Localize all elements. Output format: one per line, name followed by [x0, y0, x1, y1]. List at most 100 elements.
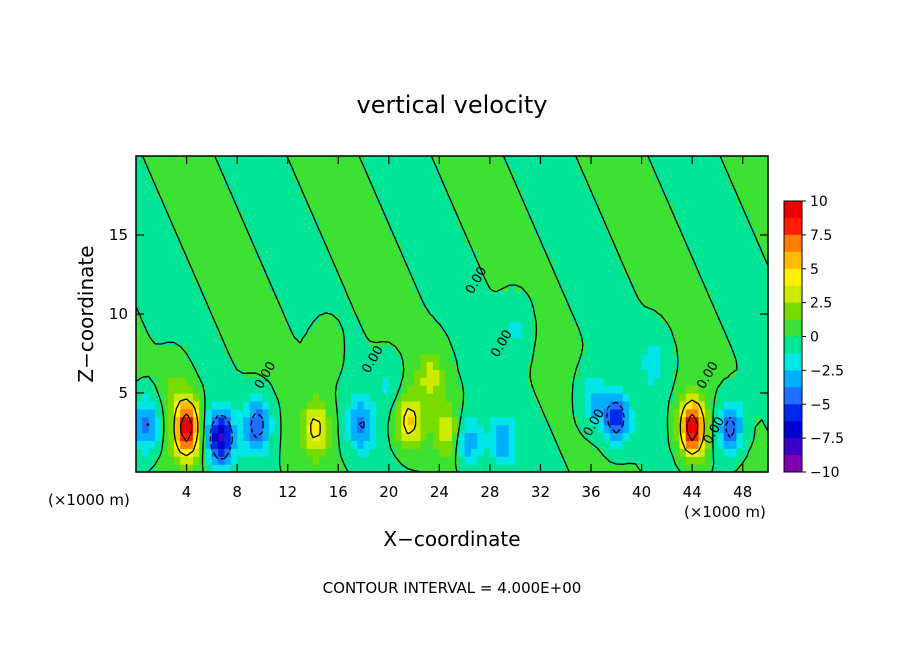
field-cell	[230, 337, 238, 347]
colorbar-label: 10	[810, 194, 828, 210]
field-cell	[331, 464, 339, 473]
field-cell	[338, 219, 346, 228]
field-cell	[306, 274, 314, 283]
field-cell	[584, 329, 592, 339]
field-cell	[698, 353, 706, 362]
field-cell	[527, 456, 535, 465]
field-cell	[445, 187, 453, 197]
field-cell	[243, 393, 251, 402]
field-cell	[489, 345, 497, 355]
field-cell	[553, 464, 561, 473]
field-cell	[489, 448, 497, 457]
field-cell	[300, 211, 308, 220]
field-cell	[717, 385, 725, 394]
field-cell	[666, 235, 674, 244]
field-cell	[673, 195, 681, 204]
field-cell	[470, 377, 478, 386]
field-cell	[692, 290, 700, 299]
field-cell	[464, 163, 472, 173]
field-cell	[154, 416, 162, 426]
field-cell	[369, 298, 377, 307]
field-cell	[616, 219, 624, 228]
field-cell	[711, 156, 719, 165]
field-cell	[470, 337, 478, 347]
field-cell	[161, 306, 169, 315]
field-cell	[736, 227, 744, 236]
field-cell	[249, 464, 257, 473]
field-cell	[540, 329, 548, 339]
field-cell	[464, 337, 472, 347]
field-cell	[249, 187, 257, 197]
field-cell	[199, 385, 207, 394]
field-cell	[268, 171, 276, 181]
field-cell	[268, 258, 276, 268]
field-cell	[249, 385, 257, 394]
field-cell	[256, 187, 263, 197]
field-cell	[508, 393, 516, 402]
field-cell	[388, 171, 396, 181]
field-cell	[401, 266, 409, 276]
field-cell	[161, 345, 169, 355]
field-cell	[597, 156, 605, 165]
field-cell	[755, 258, 763, 268]
field-cell	[685, 298, 693, 307]
field-cell	[312, 424, 320, 434]
field-cell	[338, 377, 346, 386]
field-cell	[237, 187, 245, 197]
field-cell	[249, 211, 257, 220]
field-cell	[382, 282, 390, 291]
field-cell	[717, 235, 725, 244]
field-cell	[730, 416, 737, 426]
field-cell	[673, 440, 681, 449]
field-cell	[331, 345, 339, 355]
field-cell	[319, 321, 327, 331]
colorbar-label: −5	[810, 397, 831, 413]
field-cell	[344, 432, 352, 441]
field-cell	[243, 345, 251, 355]
field-cell	[363, 361, 371, 370]
field-cell	[154, 440, 162, 449]
field-cell	[376, 400, 384, 410]
field-cell	[167, 195, 175, 204]
field-cell	[685, 385, 693, 394]
field-cell	[584, 314, 592, 323]
field-cell	[136, 242, 143, 252]
field-cell	[180, 235, 188, 244]
field-cell	[704, 321, 712, 331]
field-cell	[237, 235, 245, 244]
field-cell	[173, 195, 181, 204]
field-cell	[470, 345, 478, 355]
field-cell	[742, 393, 750, 402]
field-cell	[641, 369, 649, 378]
field-cell	[262, 235, 270, 244]
field-cell	[508, 440, 516, 449]
field-cell	[717, 179, 725, 189]
field-cell	[218, 408, 226, 418]
field-cell	[622, 408, 630, 418]
field-cell	[483, 385, 491, 394]
field-cell	[148, 353, 156, 362]
field-cell	[616, 211, 624, 220]
field-cell	[294, 329, 301, 339]
field-cell	[256, 274, 263, 283]
field-cell	[489, 337, 497, 347]
field-cell	[161, 290, 169, 299]
field-cell	[704, 258, 712, 268]
field-cell	[647, 211, 655, 220]
field-cell	[483, 171, 491, 181]
colorbar-segment	[784, 217, 802, 236]
field-cell	[344, 298, 352, 307]
field-cell	[711, 211, 719, 220]
field-cell	[237, 432, 245, 441]
field-cell	[173, 282, 181, 291]
field-cell	[641, 456, 649, 465]
field-cell	[736, 290, 744, 299]
field-cell	[136, 337, 143, 347]
field-cell	[660, 211, 668, 220]
field-cell	[673, 416, 681, 426]
field-cell	[294, 408, 301, 418]
field-cell	[515, 235, 523, 244]
field-cell	[224, 227, 232, 236]
field-cell	[180, 211, 188, 220]
field-cell	[154, 408, 162, 418]
